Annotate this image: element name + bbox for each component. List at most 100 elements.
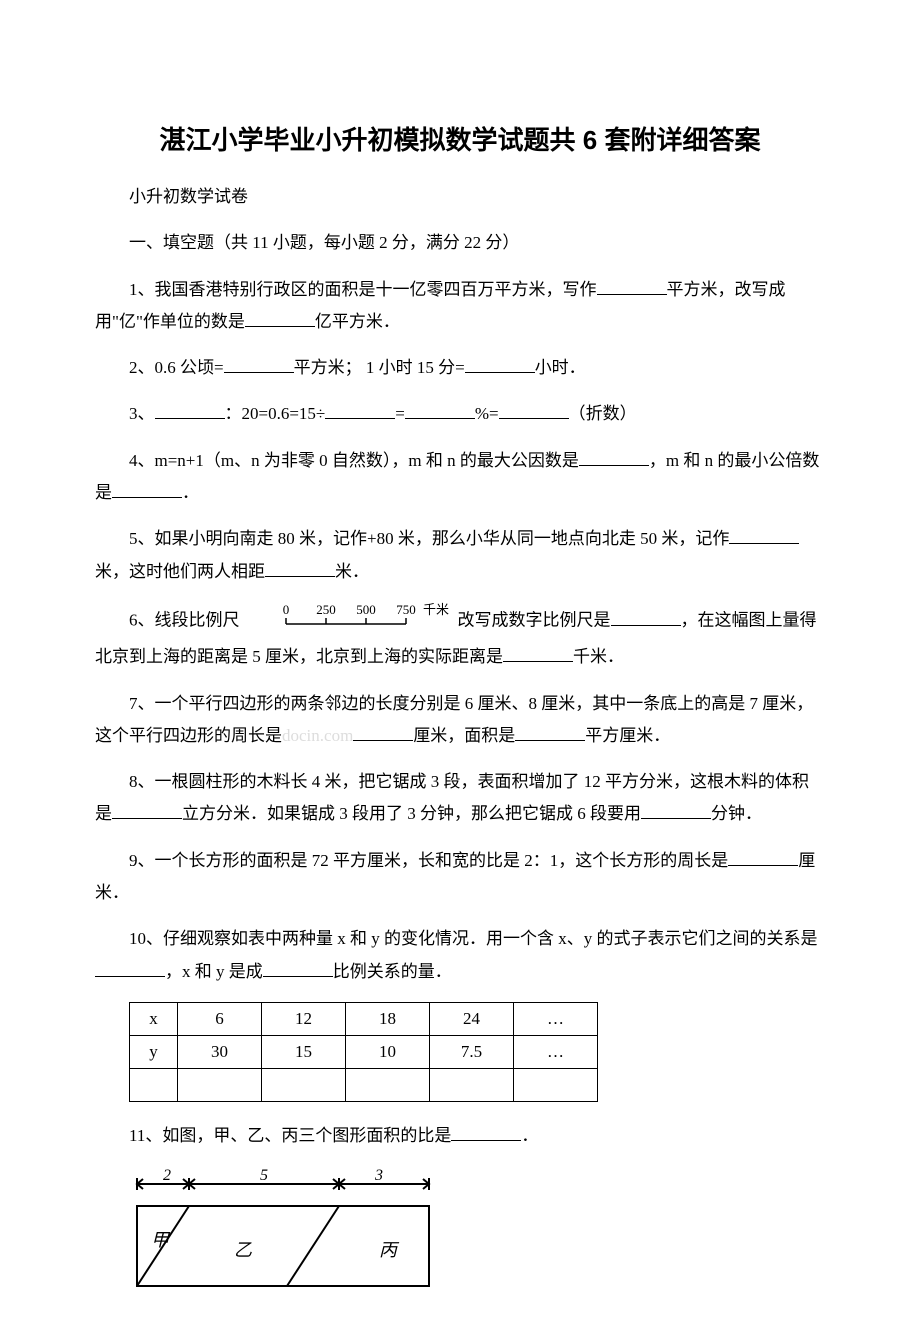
watermark: docin.com	[282, 726, 353, 745]
q10-text-c: 比例关系的量．	[333, 962, 452, 981]
table-row: x 6 12 18 24 …	[130, 1002, 598, 1035]
page-title: 湛江小学毕业小升初模拟数学试题共 6 套附详细答案	[95, 120, 825, 157]
table-cell: …	[514, 1035, 598, 1068]
q3-text-e: （折数）	[569, 404, 637, 423]
blank	[112, 479, 182, 498]
q3-text-d: %=	[475, 404, 499, 423]
q7-text-c: 平方厘米．	[585, 726, 670, 745]
table-cell	[514, 1068, 598, 1101]
question-8: 8、一根圆柱形的木料长 4 米，把它锯成 3 段，表面积增加了 12 平方分米，…	[95, 766, 825, 831]
q2-text-a: 2、0.6 公顷=	[129, 358, 224, 377]
question-11: 11、如图，甲、乙、丙三个图形面积的比是 ．	[95, 1120, 825, 1152]
table-row	[130, 1068, 598, 1101]
blank	[729, 526, 799, 545]
q5-text-b: 米，这时他们两人相距	[95, 562, 265, 581]
table-cell: y	[130, 1035, 178, 1068]
table-cell: 30	[178, 1035, 262, 1068]
shapes-diagram: 2 5 3 甲 乙 丙	[129, 1166, 825, 1299]
blank	[515, 722, 585, 741]
table-cell: x	[130, 1002, 178, 1035]
question-6: 6、线段比例尺 0 250 500 750 千米 改写成数字比例尺是，在这幅图上…	[95, 602, 825, 674]
q4-text-c: ．	[182, 483, 199, 502]
svg-text:3: 3	[374, 1167, 383, 1184]
blank	[597, 276, 667, 295]
table-cell: …	[514, 1002, 598, 1035]
blank	[265, 558, 335, 577]
question-1: 1、我国香港特别行政区的面积是十一亿零四百万平方米，写作平方米，改写成用"亿"作…	[95, 274, 825, 339]
question-4: 4、m=n+1（m、n 为非零 0 自然数），m 和 n 的最大公因数是，m 和…	[95, 445, 825, 510]
table-cell	[430, 1068, 514, 1101]
svg-text:乙: 乙	[234, 1240, 252, 1260]
table-cell	[178, 1068, 262, 1101]
svg-text:甲: 甲	[151, 1230, 171, 1250]
q3-text-a: 3、	[129, 404, 155, 423]
table-cell: 10	[346, 1035, 430, 1068]
q3-text-b: ：20=0.6=15÷	[225, 404, 326, 423]
q3-text-c: =	[395, 404, 405, 423]
blank	[112, 801, 182, 820]
q5-text-a: 5、如果小明向南走 80 米，记作+80 米，那么小华从同一地点向北走 50 米…	[129, 529, 729, 548]
subtitle: 小升初数学试卷	[95, 181, 825, 213]
blank	[224, 355, 294, 374]
table-cell: 18	[346, 1002, 430, 1035]
svg-text:250: 250	[316, 602, 336, 617]
blank	[263, 958, 333, 977]
question-7: 7、一个平行四边形的两条邻边的长度分别是 6 厘米、8 厘米，其中一条底上的高是…	[95, 688, 825, 753]
table-cell: 12	[262, 1002, 346, 1035]
xy-table: x 6 12 18 24 … y 30 15 10 7.5 …	[129, 1002, 598, 1102]
svg-text:千米: 千米	[422, 602, 448, 617]
svg-text:丙: 丙	[379, 1240, 400, 1260]
q5-text-c: 米．	[335, 562, 369, 581]
table-cell: 7.5	[430, 1035, 514, 1068]
blank	[503, 644, 573, 663]
blank	[579, 447, 649, 466]
question-5: 5、如果小明向南走 80 米，记作+80 米，那么小华从同一地点向北走 50 米…	[95, 523, 825, 588]
blank	[405, 401, 475, 420]
blank	[465, 355, 535, 374]
table-cell: 24	[430, 1002, 514, 1035]
dot: ．	[521, 1126, 538, 1145]
q2-text-c: 小时．	[535, 358, 586, 377]
blank	[325, 401, 395, 420]
section-header: 一、填空题（共 11 小题，每小题 2 分，满分 22 分）	[95, 227, 825, 259]
q8-text-c: 分钟．	[711, 804, 762, 823]
blank	[499, 401, 569, 420]
q9-text-a: 9、一个长方形的面积是 72 平方厘米，长和宽的比是 2：1，这个长方形的周长是	[129, 851, 728, 870]
q8-text-b: 立方分米．如果锯成 3 段用了 3 分钟，那么把它锯成 6 段要用	[182, 804, 641, 823]
question-2: 2、0.6 公顷= 平方米； 1 小时 15 分= 小时．	[95, 352, 825, 384]
q10-text-a: 10、仔细观察如表中两种量 x 和 y 的变化情况．用一个含 x、y 的式子表示…	[129, 929, 818, 948]
q11-text: 11、如图，甲、乙、丙三个图形面积的比是	[129, 1126, 451, 1145]
svg-text:5: 5	[260, 1167, 268, 1184]
q10-text-b: ，x 和 y 是成	[165, 962, 263, 981]
question-9: 9、一个长方形的面积是 72 平方厘米，长和宽的比是 2：1，这个长方形的周长是…	[95, 845, 825, 910]
table-cell	[346, 1068, 430, 1101]
scale-diagram: 0 250 500 750 千米	[244, 602, 454, 641]
q4-text-a: 4、m=n+1（m、n 为非零 0 自然数），m 和 n 的最大公因数是	[129, 451, 579, 470]
svg-text:500: 500	[356, 602, 376, 617]
table-row: y 30 15 10 7.5 …	[130, 1035, 598, 1068]
blank	[155, 401, 225, 420]
svg-text:0: 0	[282, 602, 289, 617]
table-cell: 15	[262, 1035, 346, 1068]
q2-text-b: 平方米； 1 小时 15 分=	[294, 358, 465, 377]
q6-text-b: 改写成数字比例尺是	[458, 611, 611, 630]
q1-text-a: 1、我国香港特别行政区的面积是十一亿零四百万平方米，写作	[129, 280, 597, 299]
table-cell	[262, 1068, 346, 1101]
blank	[641, 801, 711, 820]
question-10: 10、仔细观察如表中两种量 x 和 y 的变化情况．用一个含 x、y 的式子表示…	[95, 923, 825, 988]
table-cell	[130, 1068, 178, 1101]
q6-text-d: 千米．	[573, 647, 624, 666]
blank	[451, 1122, 521, 1141]
svg-text:2: 2	[163, 1167, 171, 1184]
blank	[728, 847, 798, 866]
blank	[95, 958, 165, 977]
q6-text-a: 6、线段比例尺	[129, 611, 240, 630]
table-cell: 6	[178, 1002, 262, 1035]
blank	[353, 722, 413, 741]
q1-text-c: 亿平方米．	[315, 312, 400, 331]
blank	[245, 308, 315, 327]
blank	[611, 607, 681, 626]
question-3: 3、 ：20=0.6=15÷ = %= （折数）	[95, 398, 825, 430]
q7-text-b: 厘米，面积是	[413, 726, 515, 745]
svg-text:750: 750	[396, 602, 416, 617]
